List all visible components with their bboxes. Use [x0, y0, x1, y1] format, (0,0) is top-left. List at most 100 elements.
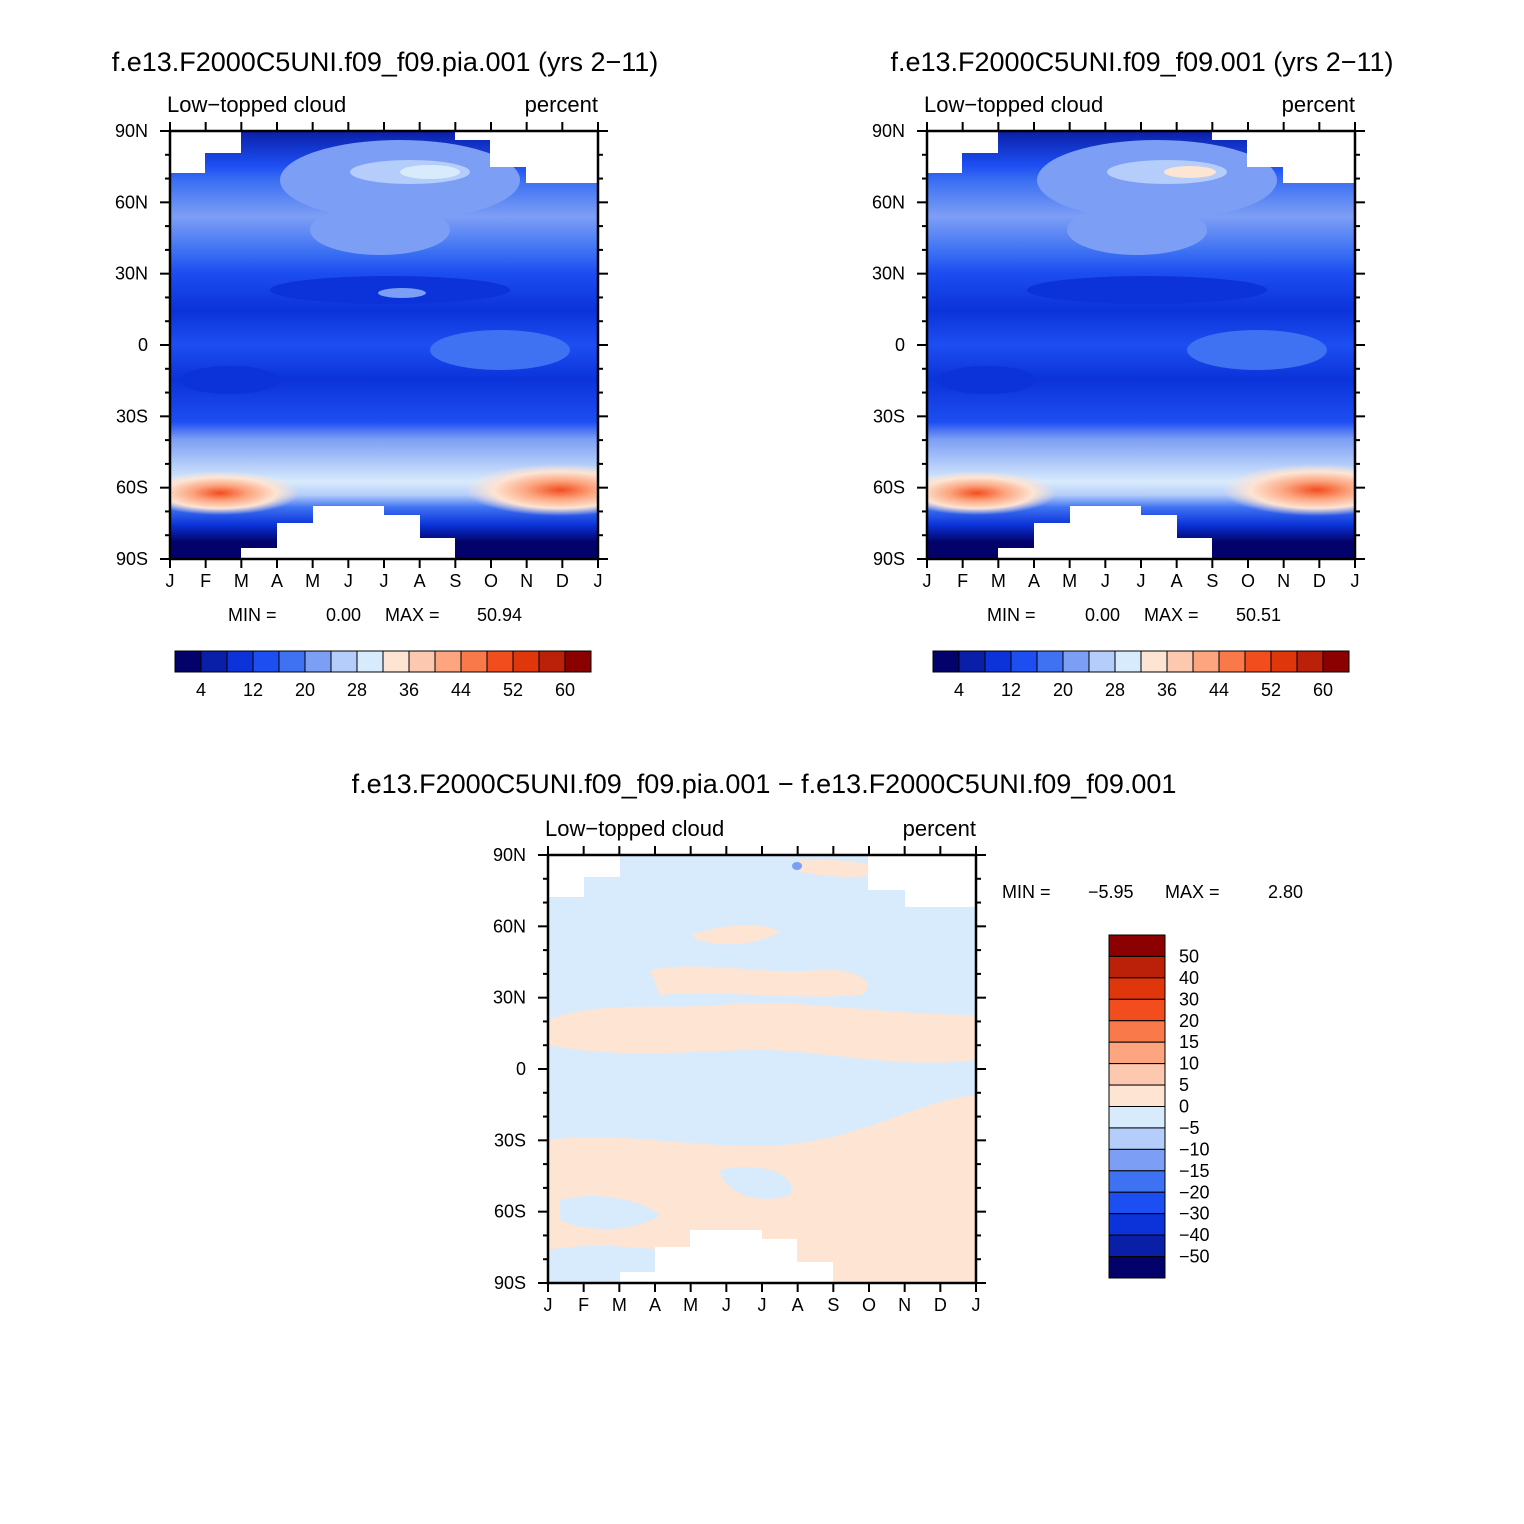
y-tick-label: 30N: [872, 264, 905, 284]
colorbar-swatch: [1245, 651, 1271, 672]
panel-b-min-value: 0.00: [1085, 605, 1120, 625]
colorbar-swatch: [959, 651, 985, 672]
x-tick-label: D: [934, 1295, 947, 1315]
panel-b: f.e13.F2000C5UNI.f09_f09.001 (yrs 2−11) …: [872, 47, 1412, 700]
colorbar-swatch: [1109, 1107, 1165, 1128]
colorbar-label: 36: [399, 680, 419, 700]
colorbar-swatch: [253, 651, 279, 672]
colorbar-label: 60: [555, 680, 575, 700]
y-tick-label: 90N: [493, 845, 526, 865]
y-tick-label: 60N: [872, 192, 905, 212]
colorbar-swatch: [985, 651, 1011, 672]
colorbar-swatch: [383, 651, 409, 672]
colorbar-label: 36: [1157, 680, 1177, 700]
panel-b-min-label: MIN =: [987, 605, 1036, 625]
x-tick-label: S: [827, 1295, 839, 1315]
y-tick-label: 0: [516, 1059, 526, 1079]
colorbar-swatch: [933, 651, 959, 672]
colorbar-swatch: [1109, 1064, 1165, 1085]
colorbar-swatch: [1109, 1149, 1165, 1170]
y-tick-label: 90S: [873, 549, 905, 569]
colorbar-swatch: [1109, 1214, 1165, 1235]
colorbar-label: 12: [1001, 680, 1021, 700]
x-tick-label: A: [1171, 571, 1183, 591]
colorbar-swatch: [1109, 1171, 1165, 1192]
x-tick-label: M: [612, 1295, 627, 1315]
colorbar-swatch: [1109, 1085, 1165, 1106]
y-tick-label: 60S: [116, 478, 148, 498]
colorbar-label: 20: [1179, 1011, 1199, 1031]
y-tick-label: 60S: [494, 1202, 526, 1222]
colorbar-swatch: [1089, 651, 1115, 672]
panel-b-left-subtitle: Low−topped cloud: [924, 92, 1103, 117]
colorbar-label: 50: [1179, 946, 1199, 966]
panel-b-title: f.e13.F2000C5UNI.f09_f09.001 (yrs 2−11): [890, 47, 1393, 77]
y-tick-label: 90N: [115, 121, 148, 141]
panel-a-min-value: 0.00: [326, 605, 361, 625]
x-tick-label: D: [1313, 571, 1326, 591]
colorbar-swatch: [227, 651, 253, 672]
panel-a-min-label: MIN =: [228, 605, 277, 625]
colorbar-label: −50: [1179, 1247, 1210, 1267]
x-tick-label: D: [556, 571, 569, 591]
colorbar-swatch: [331, 651, 357, 672]
x-tick-label: J: [1351, 571, 1360, 591]
panel-a-colorbar: 4 12 20 28 36 44 52 60: [175, 651, 591, 700]
colorbar-swatch: [539, 651, 565, 672]
colorbar-swatch: [461, 651, 487, 672]
colorbar-swatch: [1109, 1257, 1165, 1278]
panel-c-min-label: MIN =: [1002, 882, 1051, 902]
colorbar-swatch: [1109, 956, 1165, 977]
y-tick-label: 30S: [873, 406, 905, 426]
x-tick-label: J: [380, 571, 389, 591]
colorbar-swatch: [1193, 651, 1219, 672]
colorbar-label: −30: [1179, 1204, 1210, 1224]
y-tick-label: 90N: [872, 121, 905, 141]
y-tick-label: 30S: [116, 406, 148, 426]
panel-a-title: f.e13.F2000C5UNI.f09_f09.pia.001 (yrs 2−…: [112, 47, 659, 77]
colorbar-label: 44: [451, 680, 471, 700]
panel-c-right-subtitle: percent: [903, 816, 976, 841]
colorbar-label: 15: [1179, 1032, 1199, 1052]
colorbar-swatch: [1109, 1192, 1165, 1213]
colorbar-label: 12: [243, 680, 263, 700]
x-tick-label: J: [544, 1295, 553, 1315]
x-tick-label: J: [722, 1295, 731, 1315]
colorbar-label: 28: [347, 680, 367, 700]
colorbar-label: 0: [1179, 1097, 1189, 1117]
x-tick-label: N: [520, 571, 533, 591]
colorbar-label: 4: [954, 680, 964, 700]
y-tick-label: 60S: [873, 478, 905, 498]
colorbar-swatch: [1109, 1128, 1165, 1149]
x-tick-label: S: [1206, 571, 1218, 591]
y-tick-label: 60N: [493, 916, 526, 936]
x-tick-label: A: [792, 1295, 804, 1315]
colorbar-swatch: [1109, 999, 1165, 1020]
colorbar-label: 5: [1179, 1075, 1189, 1095]
colorbar-swatch: [1297, 651, 1323, 672]
colorbar-label: 44: [1209, 680, 1229, 700]
y-tick-label: 30N: [493, 988, 526, 1008]
panel-b-max-value: 50.51: [1236, 605, 1281, 625]
colorbar-label: 40: [1179, 968, 1199, 988]
colorbar-label: 60: [1313, 680, 1333, 700]
colorbar-swatch: [1109, 978, 1165, 999]
colorbar-label: 52: [503, 680, 523, 700]
x-tick-label: N: [1277, 571, 1290, 591]
panel-b-max-label: MAX =: [1144, 605, 1199, 625]
colorbar-swatch: [1323, 651, 1349, 672]
colorbar-label: 30: [1179, 989, 1199, 1009]
colorbar-swatch: [357, 651, 383, 672]
y-tick-label: 0: [895, 335, 905, 355]
colorbar-swatch: [409, 651, 435, 672]
panel-b-colorbar: 4 12 20 28 36 44 52 60: [933, 651, 1349, 700]
colorbar-label: −5: [1179, 1118, 1200, 1138]
x-tick-label: M: [1062, 571, 1077, 591]
colorbar-swatch: [1011, 651, 1037, 672]
x-tick-label: F: [200, 571, 211, 591]
colorbar-swatch: [565, 651, 591, 672]
x-tick-label: A: [414, 571, 426, 591]
colorbar-swatch: [1037, 651, 1063, 672]
colorbar-swatch: [1141, 651, 1167, 672]
colorbar-label: 28: [1105, 680, 1125, 700]
